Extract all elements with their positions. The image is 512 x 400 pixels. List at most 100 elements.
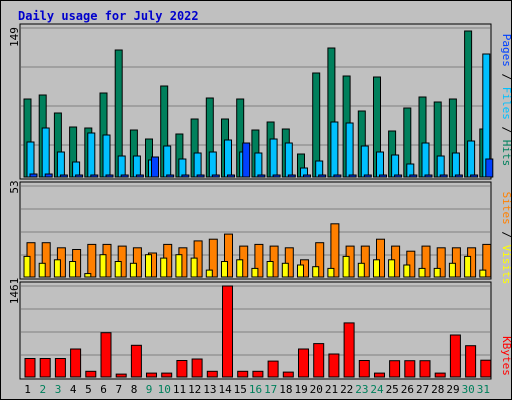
bar-visits [357,262,365,278]
x-tick-label: 25 [386,383,399,396]
bar-kbytes [237,370,249,378]
bar-visits [403,264,411,278]
bar-pages [29,173,38,178]
bar-visits [448,262,456,278]
bar-visits [479,269,487,278]
x-tick-label: 12 [188,383,201,396]
bar-kbytes [313,343,325,378]
bar-pages [90,174,99,178]
legend-sep-1: / [500,67,512,87]
bar-files [193,152,202,178]
bar-pages [303,174,311,178]
bar-files [208,151,217,178]
bar-kbytes [191,358,203,378]
bar-files [269,138,278,178]
bar-sites [224,233,233,278]
bar-files [178,158,187,178]
bar-visits [418,267,426,278]
bar-visits [114,261,122,278]
bar-pages [135,174,144,178]
bar-sites [436,247,446,278]
middle-legend: Sites / Visits [500,192,512,285]
bar-visits [23,255,31,278]
bar-pages [196,174,205,178]
bar-pages [318,174,327,178]
bar-files [284,142,293,178]
bar-visits [205,269,213,278]
bar-pages [166,174,175,178]
bar-visits [129,262,137,278]
bar-sites [132,247,142,278]
bar-visits [145,254,152,278]
bar-kbytes [161,372,173,378]
bar-sites [376,238,385,278]
bar-pages [151,156,159,178]
bar-pages [242,142,251,178]
bar-pages [181,174,190,178]
bar-pages [287,174,296,178]
bar-visits [84,273,92,278]
bar-kbytes [480,359,492,378]
bar-pages [257,174,266,178]
bar-kbytes [404,360,416,378]
bar-kbytes [85,370,97,378]
x-tick-label: 10 [158,383,171,396]
bar-files [26,141,35,178]
bar-kbytes [39,358,51,378]
legend-sep-2: / [500,120,512,140]
bar-pages [394,174,403,178]
bar-files [391,154,400,178]
x-tick-label: 5 [85,383,92,396]
legend-sep-3: / [500,225,512,245]
bar-visits [221,261,228,278]
bar-pages [75,174,84,178]
bar-kbytes [374,372,385,378]
top-legend: Pages / Files / Hits [500,34,512,167]
bar-sites [41,242,51,278]
bar-visits [69,261,77,278]
bar-kbytes [389,360,401,378]
bar-visits [99,254,107,278]
bar-visits [266,261,274,278]
x-tick-label: 21 [325,383,338,396]
bar-sites [482,243,492,278]
bar-sites [284,247,294,278]
x-tick-label: 14 [218,383,232,396]
bar-files [56,151,65,178]
x-tick-label: 26 [401,383,414,396]
bar-sites [330,223,340,278]
bar-files [102,134,111,178]
bar-kbytes [130,344,142,378]
bar-pages [485,158,494,178]
bar-sites [421,245,431,278]
x-tick-label: 24 [370,383,384,396]
bar-pages [348,174,357,178]
bar-files [132,155,141,178]
bar-kbytes [24,358,36,378]
bar-sites [315,242,325,278]
bar-files [224,139,232,178]
bars [23,30,494,378]
bar-pages [439,174,448,178]
bar-pages [424,174,433,178]
bar-pages [470,174,479,178]
x-tick-label: 19 [294,383,307,396]
legend-hits: Hits [500,140,512,167]
bar-sites [208,238,218,278]
x-tick-label: 16 [249,383,262,396]
x-tick-label: 20 [310,383,323,396]
x-tick-label: 1 [24,383,31,396]
bar-files [254,152,263,178]
x-tick-label: 31 [477,383,490,396]
bar-pages [227,174,235,178]
x-tick-label: 2 [39,383,46,396]
grid-lines [21,27,490,356]
bar-visits [53,259,61,278]
bar-visits [433,267,441,278]
x-tick-label: 17 [264,383,277,396]
bar-sites [360,245,370,278]
legend-files: Files [500,87,512,120]
bar-visits [38,262,46,278]
bar-kbytes [328,353,340,378]
x-tick-label: 29 [446,383,459,396]
